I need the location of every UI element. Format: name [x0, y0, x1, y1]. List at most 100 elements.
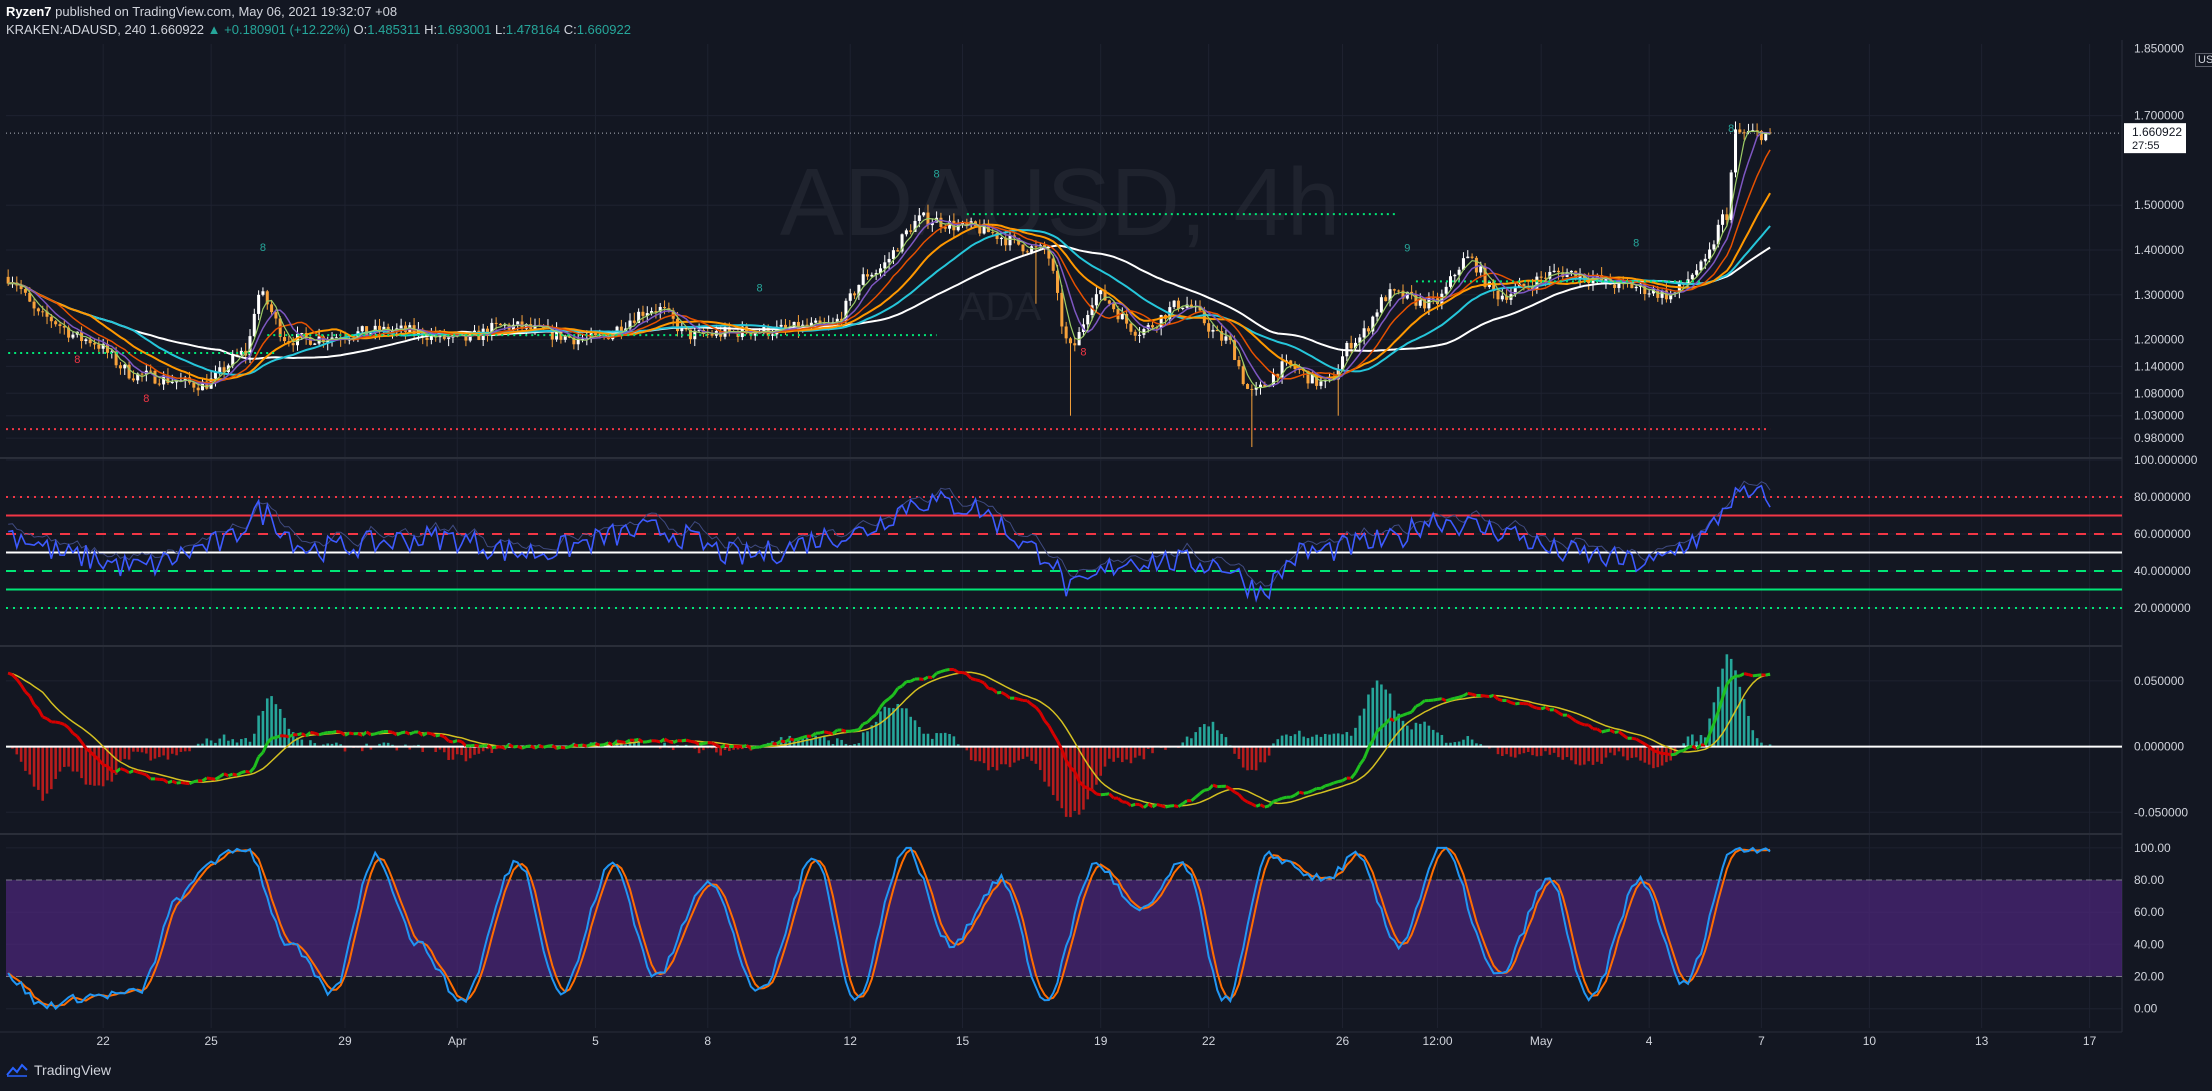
- macd-line-segment: [1104, 792, 1110, 796]
- macd-histogram-bar: [1596, 746, 1599, 762]
- macd-line-segment: [1255, 803, 1262, 808]
- candle-body: [45, 311, 49, 317]
- macd-line-segment: [365, 730, 372, 737]
- candle: [1241, 362, 1245, 386]
- macd-histogram-bar: [1501, 746, 1504, 756]
- macd-histogram-bar: [797, 739, 800, 747]
- macd-line-segment: [1579, 721, 1585, 727]
- macd-histogram-bar: [460, 746, 463, 756]
- macd-histogram-bar: [827, 740, 830, 747]
- macd-line-segment: [210, 777, 216, 781]
- candle-body: [1120, 313, 1124, 320]
- macd-histogram-bar: [214, 742, 217, 747]
- macd-line-segment: [750, 745, 756, 750]
- macd-histogram-bar: [1216, 730, 1219, 747]
- macd-line-segment: [67, 726, 75, 735]
- macd-line-segment: [534, 744, 541, 750]
- candle-body: [1513, 288, 1517, 295]
- candle-body: [1189, 304, 1193, 308]
- macd-line-segment: [1087, 786, 1093, 792]
- macd-line-segment: [245, 769, 251, 774]
- macd-line-segment: [344, 731, 351, 737]
- candle-body: [904, 230, 908, 235]
- macd-histogram-bar: [775, 741, 779, 747]
- candle-body: [1392, 289, 1396, 291]
- macd-line-segment: [1765, 672, 1771, 677]
- macd-histogram-bar: [1548, 746, 1552, 755]
- macd-line-segment: [1614, 730, 1620, 734]
- macd-histogram-bar: [1578, 746, 1582, 766]
- rsi-axis-tick: 60.000000: [2134, 527, 2191, 541]
- candle: [706, 327, 710, 339]
- candle-body: [131, 378, 135, 381]
- macd-histogram-bar: [205, 738, 209, 747]
- macd-line-segment: [435, 733, 441, 738]
- macd-histogram-bar: [1410, 729, 1413, 747]
- candle-body: [814, 320, 818, 323]
- candle-body: [1099, 290, 1103, 295]
- candle-body: [848, 293, 852, 301]
- macd-line-segment: [659, 737, 666, 744]
- macd-histogram-bar: [870, 725, 874, 747]
- candle: [891, 246, 895, 265]
- macd-histogram-bar: [1682, 743, 1685, 747]
- price-axis-tick: 1.400000: [2134, 243, 2184, 257]
- macd-line-segment: [1000, 691, 1007, 696]
- candle: [1237, 356, 1241, 370]
- candle: [675, 311, 680, 337]
- macd-histogram-bar: [326, 743, 330, 747]
- candle-body: [1125, 313, 1129, 324]
- macd-line-segment: [594, 742, 601, 747]
- macd-histogram-bar: [408, 746, 412, 750]
- publisher-name[interactable]: Ryzen7: [6, 4, 52, 19]
- candle: [1500, 287, 1504, 302]
- macd-axis-tick: 0.050000: [2134, 674, 2184, 688]
- macd-line-segment: [115, 767, 122, 774]
- macd-histogram-bar: [1639, 746, 1642, 761]
- macd-histogram-bar: [365, 743, 368, 747]
- rsi-axis-tick: 40.000000: [2134, 564, 2191, 578]
- macd-line-segment: [24, 690, 31, 698]
- candle: [904, 228, 908, 237]
- macd-histogram-bar: [54, 746, 57, 779]
- chart-canvas[interactable]: ADAUSD, 4h ADA 8 8 8 9 8 8 8 8 8 1.700000 1.500000 1.…: [0, 40, 2212, 1060]
- price-axis-tick: 1.140000: [2134, 359, 2184, 373]
- macd-line-segment: [240, 769, 247, 774]
- macd-line-segment: [828, 731, 834, 736]
- currency-badge[interactable]: USD: [2195, 53, 2212, 67]
- candle: [1021, 244, 1025, 256]
- macd-line-segment: [201, 776, 208, 783]
- candle-body: [1207, 323, 1211, 332]
- macd-line-segment: [1173, 804, 1179, 809]
- macd-histogram-bar: [1518, 746, 1521, 755]
- candle-body: [1198, 305, 1202, 311]
- macd-line-segment: [703, 741, 708, 745]
- macd-line-segment: [452, 739, 458, 744]
- macd-line-segment: [1212, 783, 1218, 789]
- candle-body: [516, 321, 520, 325]
- candle: [252, 308, 256, 338]
- candle-body: [1220, 331, 1224, 341]
- macd-histogram-bar: [253, 733, 256, 747]
- macd-line-segment: [1069, 766, 1076, 773]
- macd-line-segment: [802, 734, 808, 739]
- macd-line-segment: [1462, 691, 1469, 698]
- macd-histogram-bar: [801, 738, 805, 747]
- candle-body: [1090, 305, 1094, 315]
- symbol-label[interactable]: KRAKEN:ADAUSD, 240: [6, 22, 147, 37]
- macd-histogram-bar: [1289, 735, 1293, 747]
- candle-body: [909, 230, 913, 232]
- macd-histogram-bar: [1025, 746, 1029, 757]
- time-axis-tick: 15: [956, 1034, 970, 1048]
- macd-line-segment: [1410, 705, 1418, 713]
- macd-histogram-bar: [1250, 746, 1254, 770]
- macd-histogram-bar: [110, 746, 114, 782]
- macd-line-segment: [1013, 696, 1020, 701]
- stoch-axis-tick: 100.00: [2134, 841, 2171, 855]
- macd-histogram-bar: [1203, 724, 1206, 747]
- macd-histogram-bar: [257, 715, 260, 747]
- candle-body: [896, 250, 900, 252]
- macd-histogram-bar: [88, 746, 92, 785]
- tradingview-footer[interactable]: TradingView: [6, 1062, 111, 1078]
- candle: [1466, 250, 1470, 259]
